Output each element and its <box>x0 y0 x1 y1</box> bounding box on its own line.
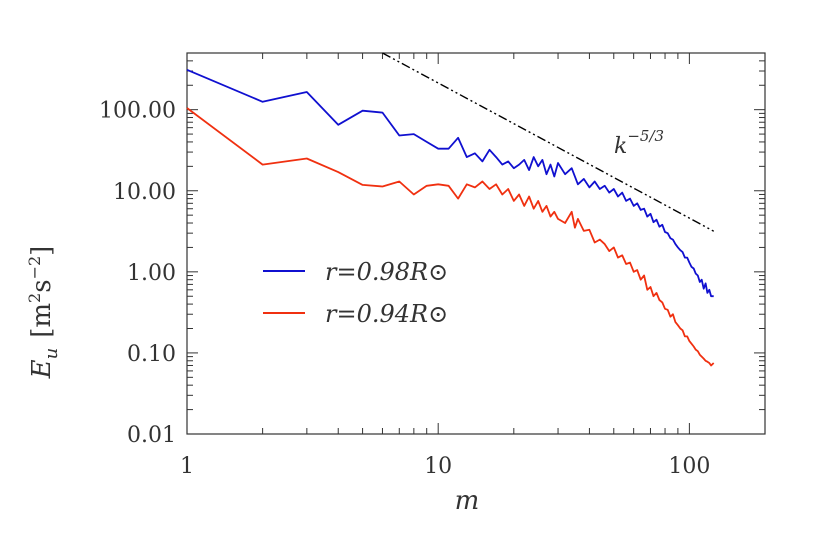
slope-annotation: k−5/3 <box>614 127 664 159</box>
series-line-blue <box>186 68 714 298</box>
x-tick-label: 10 <box>424 454 452 479</box>
axis-ticks <box>186 52 766 435</box>
y-tick-label: 10.00 <box>113 180 176 205</box>
series-lines <box>186 68 715 367</box>
y-axis-units-close: ] <box>27 246 57 256</box>
y-tick-labels: 0.01 0.10 1.00 10.00 100.00 <box>99 99 176 448</box>
x-tick-labels: 1 10 100 <box>180 454 710 479</box>
y-tick-label: 0.01 <box>127 423 176 448</box>
x-axis-title: m <box>455 486 480 516</box>
legend-label-blue: r=0.98R⊙ <box>325 258 448 286</box>
slope-annotation-exponent: −5/3 <box>627 127 664 145</box>
y-axis-units-mid: s <box>27 279 57 292</box>
y-tick-label: 100.00 <box>99 99 176 124</box>
y-axis-title: Eu [m2s−2] <box>25 246 62 380</box>
plot-frame <box>186 52 766 435</box>
legend: r=0.98R⊙ r=0.94R⊙ <box>263 258 448 328</box>
y-axis-units-exp2: −2 <box>25 256 44 280</box>
legend-label-red: r=0.94R⊙ <box>325 300 448 328</box>
y-axis-title-sub: u <box>41 348 62 360</box>
y-axis-title-units: [m <box>27 303 57 338</box>
y-tick-label: 0.10 <box>127 342 176 367</box>
y-axis-title-main: E <box>27 359 57 379</box>
reference-line <box>382 52 715 232</box>
y-tick-label: 1.00 <box>127 261 176 286</box>
y-axis-units-exp1: 2 <box>25 293 44 303</box>
plot-border <box>186 52 766 435</box>
x-tick-label: 1 <box>180 454 194 479</box>
slope-annotation-base: k <box>614 134 627 159</box>
x-tick-label: 100 <box>668 454 710 479</box>
reference-slope-line <box>382 52 715 232</box>
series-line-red <box>186 107 715 367</box>
